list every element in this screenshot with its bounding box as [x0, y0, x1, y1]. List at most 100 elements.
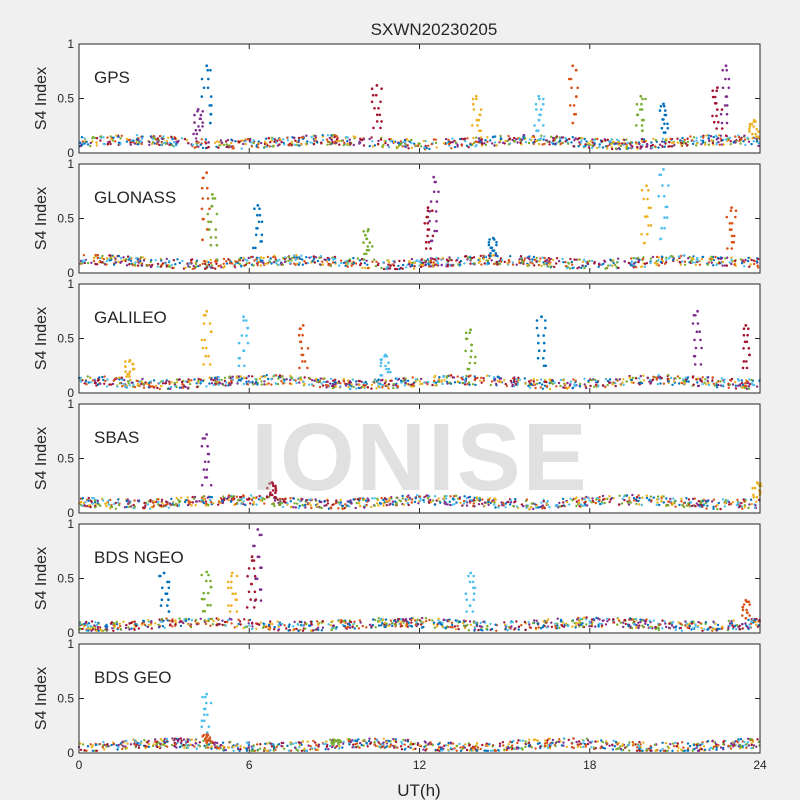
spike-point [245, 319, 248, 322]
scatter-point [380, 624, 383, 627]
spike-point [131, 362, 135, 366]
spike-point [543, 349, 546, 353]
spike-point [380, 358, 384, 361]
scatter-point [457, 627, 460, 631]
scatter-point [712, 507, 715, 510]
scatter-point [516, 382, 519, 386]
scatter-point [83, 625, 86, 628]
spike-point [750, 122, 754, 126]
scatter-point [275, 374, 278, 377]
scatter-point [262, 256, 265, 260]
scatter-point [475, 623, 478, 626]
scatter-point [550, 265, 553, 268]
scatter-point [96, 254, 100, 257]
scatter-point [240, 264, 243, 267]
scatter-point [580, 266, 583, 270]
scatter-point [434, 384, 437, 387]
scatter-point [569, 383, 572, 386]
scatter-point [212, 379, 215, 382]
scatter-point [583, 377, 586, 380]
scatter-point [188, 380, 191, 383]
scatter-point [251, 375, 254, 378]
scatter-point [437, 380, 441, 383]
scatter-point [427, 380, 430, 384]
spike-point [537, 341, 540, 345]
scatter-point [705, 134, 708, 137]
scatter-point [178, 378, 181, 381]
spike-point [200, 207, 204, 211]
scatter-point [436, 261, 440, 265]
y-tick-label: 1 [67, 157, 74, 171]
scatter-point [178, 501, 181, 504]
scatter-point [639, 374, 642, 378]
scatter-point [142, 619, 145, 623]
spike-point [370, 87, 374, 90]
scatter-point [727, 627, 730, 630]
scatter-point [137, 261, 140, 264]
scatter-point [506, 262, 509, 265]
scatter-point [83, 261, 87, 265]
scatter-point [672, 141, 675, 144]
scatter-point [173, 381, 176, 385]
scatter-point [442, 375, 445, 379]
spike-point [209, 236, 213, 239]
scatter-point [474, 145, 477, 148]
scatter-point [721, 138, 724, 142]
scatter-point [262, 261, 265, 265]
scatter-point [248, 624, 251, 627]
scatter-point [416, 144, 420, 147]
scatter-point [160, 259, 163, 262]
scatter-point [724, 257, 727, 260]
scatter-point [537, 263, 541, 267]
scatter-point [241, 494, 245, 497]
scatter-point [241, 259, 245, 262]
scatter-point [152, 504, 156, 507]
scatter-point [719, 507, 722, 511]
scatter-point [642, 138, 646, 141]
scatter-point [480, 138, 484, 141]
scatter-point [244, 140, 247, 143]
scatter-point [90, 629, 93, 632]
scatter-point [220, 378, 223, 382]
spike-point [752, 495, 755, 499]
scatter-point [657, 146, 660, 149]
scatter-point [493, 144, 496, 147]
scatter-point [210, 266, 213, 269]
scatter-point [584, 260, 587, 263]
scatter-point [225, 262, 229, 265]
scatter-point [431, 257, 434, 260]
scatter-point [426, 383, 429, 386]
scatter-point [203, 267, 207, 270]
scatter-point [748, 378, 751, 381]
scatter-point [398, 267, 401, 271]
scatter-point [301, 629, 305, 632]
spike-point [435, 229, 439, 233]
scatter-point [715, 386, 719, 389]
scatter-point [601, 619, 604, 622]
scatter-point [318, 385, 322, 389]
spike-point [200, 95, 204, 98]
spike-point [569, 77, 573, 81]
scatter-point [655, 498, 659, 501]
scatter-point [712, 505, 715, 508]
scatter-point [82, 254, 86, 257]
scatter-point [505, 384, 509, 388]
spike-peak-point [752, 118, 756, 122]
spike-point [535, 319, 539, 322]
scatter-point [252, 264, 255, 267]
spike-point [720, 108, 724, 111]
scatter-point [162, 141, 165, 145]
spike-point [237, 341, 241, 345]
panel-background [79, 524, 760, 633]
scatter-point [693, 497, 696, 500]
scatter-point [687, 257, 690, 260]
scatter-point [237, 618, 240, 621]
scatter-point [399, 622, 403, 626]
scatter-point [707, 383, 711, 387]
scatter-point [583, 383, 586, 386]
scatter-point [352, 143, 355, 147]
scatter-point [757, 144, 760, 148]
scatter-point [231, 378, 234, 381]
scatter-point [357, 386, 361, 390]
scatter-point [146, 264, 149, 267]
